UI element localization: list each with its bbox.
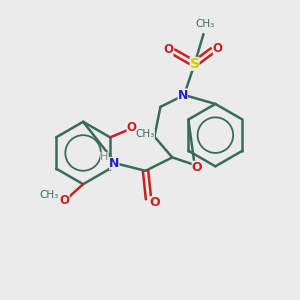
Text: CH₃: CH₃	[39, 190, 58, 200]
Text: O: O	[192, 161, 202, 174]
Text: O: O	[213, 42, 223, 55]
Text: O: O	[149, 196, 160, 209]
Text: H: H	[100, 152, 109, 162]
Text: O: O	[127, 121, 136, 134]
Text: N: N	[178, 88, 188, 101]
Text: N: N	[109, 157, 119, 170]
Text: S: S	[190, 57, 200, 71]
Text: O: O	[164, 43, 173, 56]
Text: O: O	[60, 194, 70, 207]
Text: CH₃: CH₃	[136, 129, 155, 140]
Text: CH₃: CH₃	[195, 19, 214, 29]
